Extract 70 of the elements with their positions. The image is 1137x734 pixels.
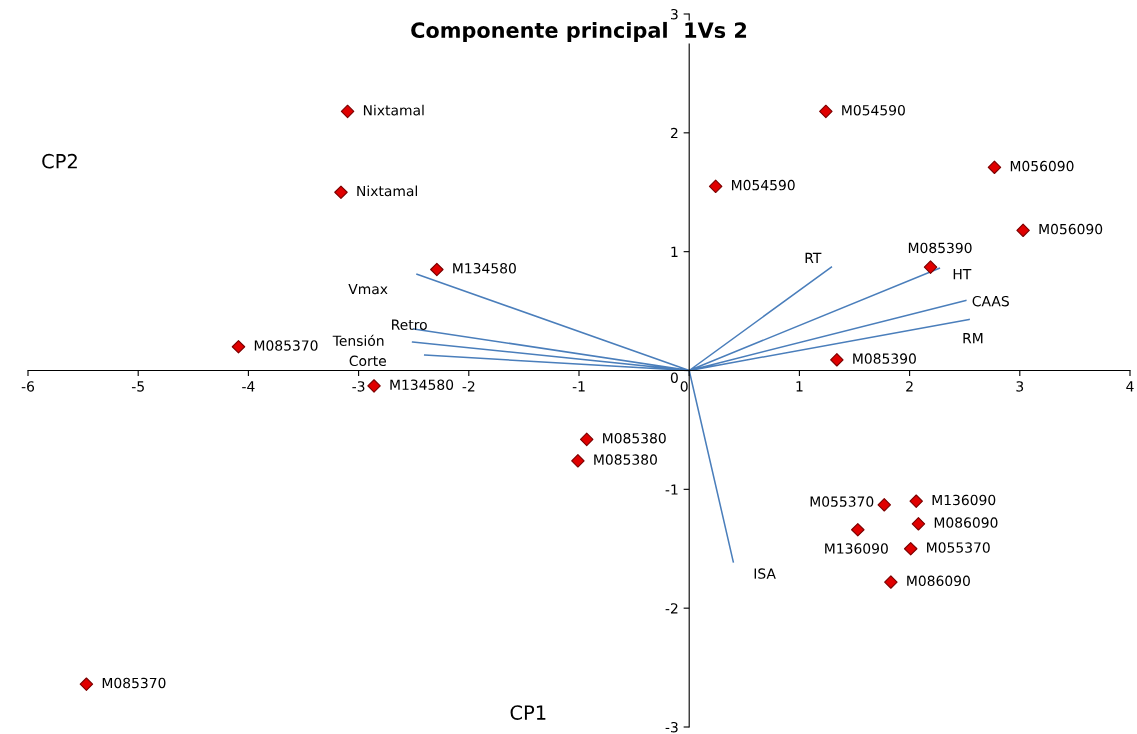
annotation: M085370 bbox=[254, 340, 318, 351]
point bbox=[819, 104, 833, 119]
point bbox=[340, 104, 355, 119]
point bbox=[909, 494, 923, 508]
y-tick-label: 2 bbox=[670, 127, 678, 139]
x-tick-label: -2 bbox=[462, 381, 475, 392]
x-tick-label: 0 bbox=[680, 381, 688, 392]
point bbox=[79, 677, 94, 691]
annotation: Nixtamal bbox=[363, 104, 424, 116]
y-tick-label: -2 bbox=[665, 603, 678, 614]
x-tick-label: 1 bbox=[796, 381, 803, 392]
annotation: M055370 bbox=[810, 496, 874, 507]
x-tick-label: 3 bbox=[1016, 381, 1024, 392]
annotation: M085380 bbox=[603, 432, 666, 444]
annotation: HT bbox=[953, 269, 972, 280]
chart-title: Componente principal 1Vs 2 bbox=[411, 21, 747, 43]
point bbox=[923, 260, 938, 274]
x-tick-label: 4 bbox=[1126, 381, 1134, 392]
x-tick-label: -6 bbox=[21, 381, 35, 392]
annotation: M056090 bbox=[1039, 223, 1103, 235]
annotation: M086090 bbox=[934, 517, 998, 528]
point bbox=[903, 541, 918, 556]
annotation: M085380 bbox=[594, 454, 657, 465]
annotation: M136090 bbox=[932, 494, 996, 506]
y-tick-label: 0 bbox=[670, 372, 678, 383]
annotation: M056090 bbox=[1010, 160, 1074, 172]
annotation: Vmax bbox=[348, 283, 388, 295]
point bbox=[987, 160, 1002, 175]
point bbox=[911, 517, 926, 531]
point bbox=[708, 179, 723, 194]
annotation: M085390 bbox=[908, 242, 972, 254]
annotation: M085370 bbox=[102, 677, 166, 689]
point bbox=[1016, 223, 1030, 238]
annotation: CAAS bbox=[972, 295, 1009, 307]
y-tick-label: -3 bbox=[665, 721, 678, 733]
point bbox=[884, 575, 898, 589]
point bbox=[877, 498, 892, 512]
x-tick-label: -4 bbox=[242, 381, 255, 392]
y-tick-label: 1 bbox=[671, 246, 678, 257]
x-tick-label: -5 bbox=[131, 381, 144, 392]
point bbox=[830, 353, 844, 367]
annotation: M086090 bbox=[907, 575, 970, 587]
y-tick-label: 3 bbox=[671, 8, 678, 20]
point bbox=[334, 185, 348, 200]
point bbox=[851, 522, 865, 537]
y-tick-label: -1 bbox=[665, 484, 678, 495]
annotation: Nixtamal bbox=[357, 185, 417, 197]
annotation: M136090 bbox=[825, 543, 888, 554]
annotation: M054590 bbox=[732, 179, 795, 191]
annotation: ISA bbox=[754, 568, 776, 579]
point bbox=[571, 454, 585, 468]
annotation: Tensión bbox=[332, 334, 384, 347]
annotation: M055370 bbox=[927, 542, 990, 553]
annotation: M134580 bbox=[453, 263, 516, 274]
annotation: RM bbox=[963, 333, 983, 344]
annotation: Corte bbox=[349, 355, 386, 367]
point bbox=[367, 379, 381, 393]
x-tick-label: 2 bbox=[906, 381, 913, 392]
annotation: M054590 bbox=[842, 104, 905, 116]
annotation: Retro bbox=[392, 319, 427, 330]
point bbox=[579, 432, 594, 447]
point bbox=[430, 262, 444, 277]
point bbox=[231, 339, 246, 354]
x-axis-title: CP1 bbox=[510, 705, 546, 720]
y-axis-title: CP2 bbox=[42, 153, 77, 169]
x-tick-label: -1 bbox=[572, 381, 585, 392]
annotation: M085390 bbox=[853, 353, 916, 364]
annotation: M134580 bbox=[390, 379, 454, 390]
annotation: RT bbox=[805, 252, 822, 263]
x-tick-label: -3 bbox=[352, 381, 365, 392]
